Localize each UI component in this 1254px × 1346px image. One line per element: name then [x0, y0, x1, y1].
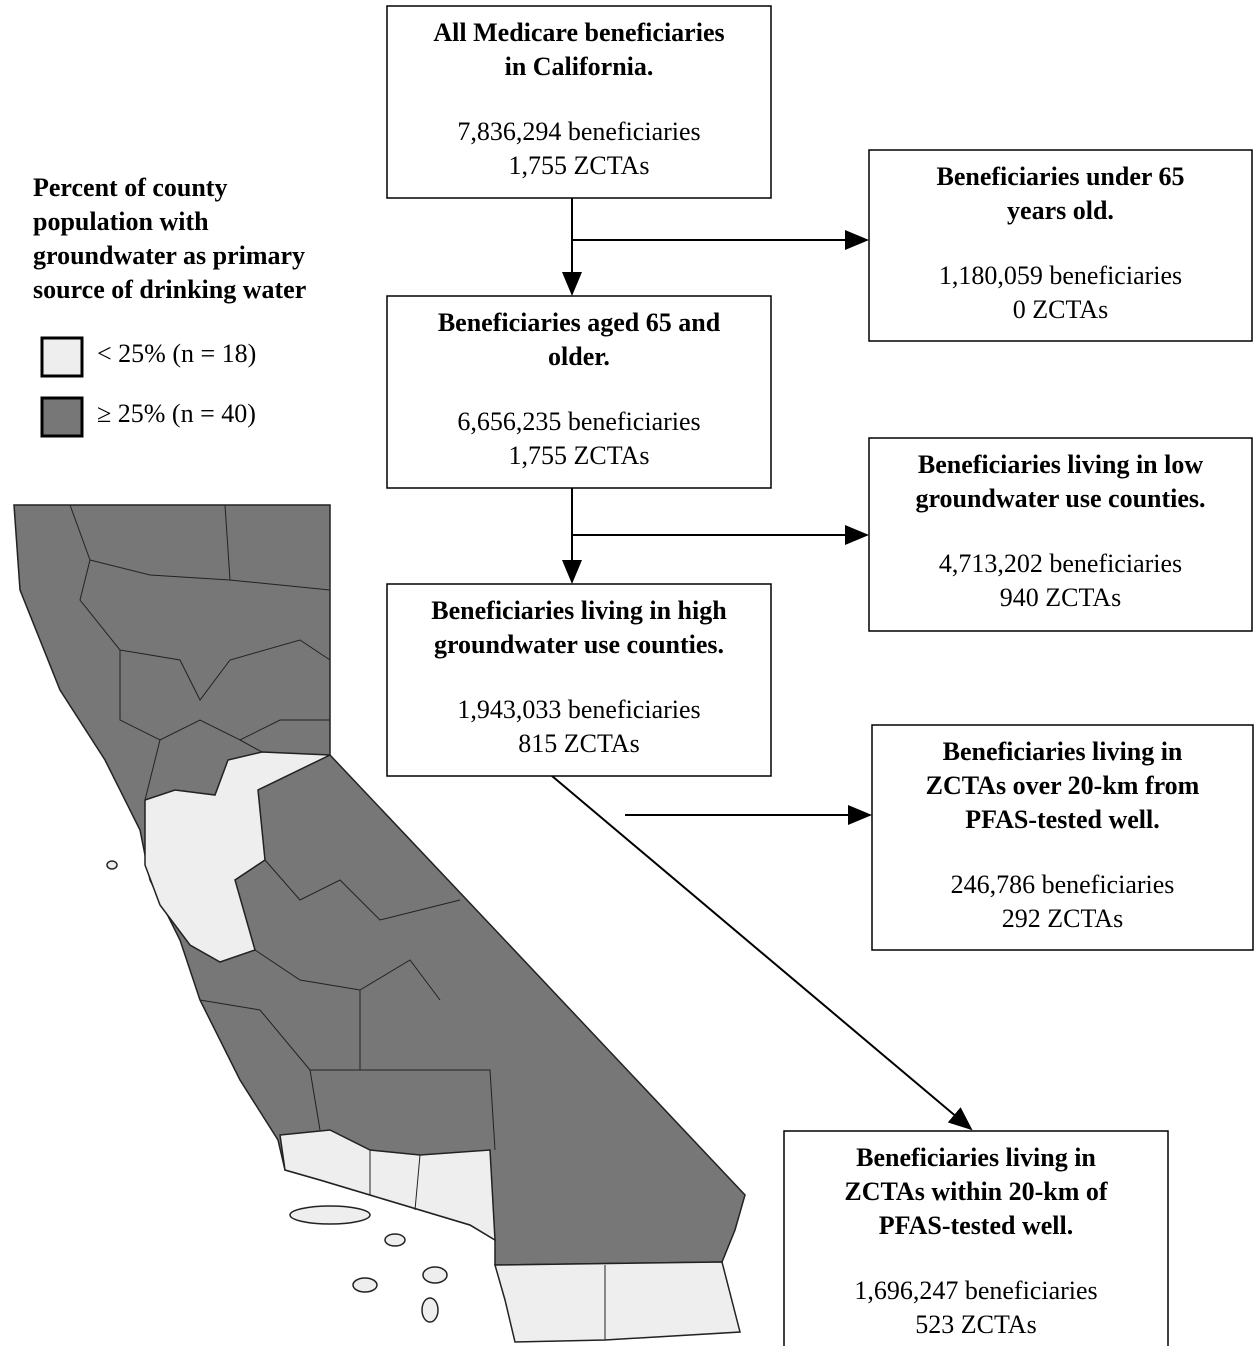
legend-title: population with	[33, 207, 209, 236]
islands	[106, 860, 448, 1323]
map	[13, 504, 746, 1343]
flowchart: All Medicare beneficiaries in California.…	[386, 5, 1254, 1346]
node-title: groundwater use counties.	[915, 484, 1205, 513]
legend-title: source of drinking water	[33, 275, 306, 304]
node-title: ZCTAs within 20-km of	[844, 1177, 1108, 1206]
node-box	[868, 437, 1253, 632]
node-title: in California.	[505, 52, 654, 81]
node-title: years old.	[1007, 196, 1114, 225]
legend-swatch	[40, 396, 84, 438]
node-box	[386, 583, 772, 777]
node-title: Beneficiaries living in	[943, 737, 1183, 766]
node-title: Beneficiaries aged 65 and	[438, 308, 721, 337]
arrows	[551, 198, 973, 1131]
south-coast-light	[279, 1129, 496, 1242]
node-title: older.	[548, 342, 610, 371]
node-box	[386, 295, 772, 489]
node-title: Beneficiaries living in low	[918, 450, 1203, 479]
node-title: PFAS-tested well.	[965, 805, 1159, 834]
legend-label: ≥ 25% (n = 40)	[97, 399, 256, 428]
node-title: ZCTAs over 20-km from	[926, 771, 1200, 800]
san-diego-light	[494, 1261, 741, 1343]
node-beneficiaries: 4,713,202 beneficiaries	[939, 549, 1182, 578]
node-box	[871, 724, 1254, 951]
arrow	[551, 775, 973, 1131]
node-beneficiaries: 246,786 beneficiaries	[951, 870, 1175, 899]
node-title: Beneficiaries under 65	[937, 162, 1185, 191]
legend-label: < 25% (n = 18)	[97, 339, 256, 368]
node-zctas: 1,755 ZCTAs	[509, 151, 650, 180]
node-title: Beneficiaries living in	[856, 1143, 1096, 1172]
node-beneficiaries: 6,656,235 beneficiaries	[457, 407, 700, 436]
legend-swatch	[40, 336, 84, 378]
node-beneficiaries: 7,836,294 beneficiaries	[457, 117, 700, 146]
node-title: PFAS-tested well.	[879, 1211, 1073, 1240]
legend: Percent of county population with groundwa…	[33, 173, 306, 438]
node-zctas: 0 ZCTAs	[1013, 295, 1108, 324]
node-zctas: 1,755 ZCTAs	[509, 441, 650, 470]
node-box	[783, 1130, 1169, 1346]
node-title: All Medicare beneficiaries	[433, 18, 724, 47]
node-zctas: 523 ZCTAs	[915, 1310, 1036, 1339]
node-beneficiaries: 1,180,059 beneficiaries	[939, 261, 1182, 290]
node-beneficiaries: 1,943,033 beneficiaries	[457, 695, 700, 724]
node-title: Beneficiaries living in high	[431, 596, 727, 625]
node-zctas: 292 ZCTAs	[1002, 904, 1123, 933]
county-lines	[69, 504, 606, 1340]
node-zctas: 940 ZCTAs	[1000, 583, 1121, 612]
node-box	[868, 149, 1253, 342]
legend-title: groundwater as primary	[33, 241, 305, 270]
node-title: groundwater use counties.	[434, 630, 724, 659]
node-box	[386, 5, 772, 199]
legend-title: Percent of county	[33, 173, 227, 202]
node-zctas: 815 ZCTAs	[518, 729, 639, 758]
node-beneficiaries: 1,696,247 beneficiaries	[854, 1276, 1097, 1305]
